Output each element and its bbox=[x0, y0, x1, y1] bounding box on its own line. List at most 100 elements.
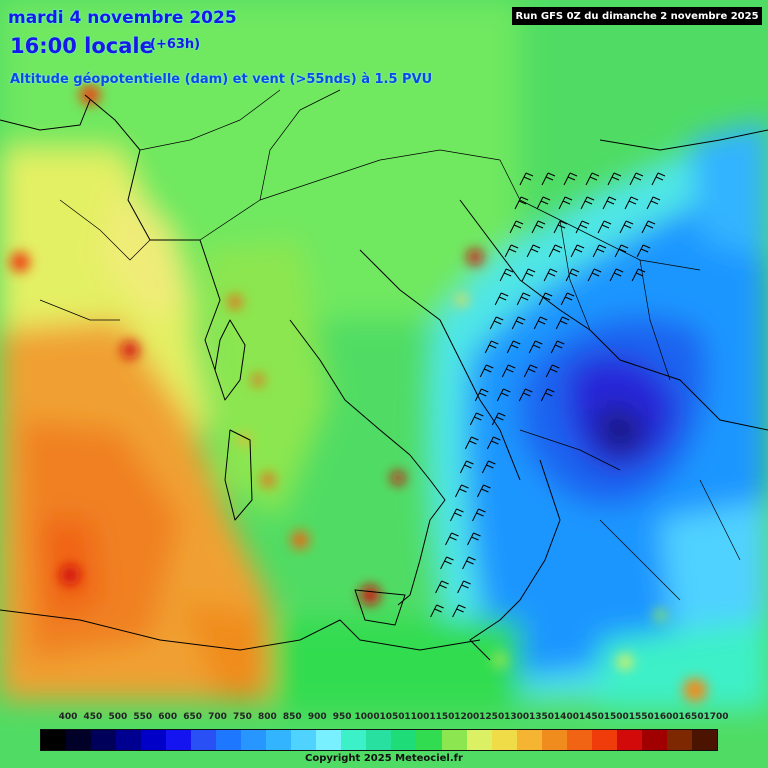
wind-barb bbox=[455, 484, 469, 498]
wind-barb bbox=[430, 604, 444, 618]
legend-value: 1350 bbox=[529, 712, 555, 722]
legend-swatch bbox=[291, 730, 317, 750]
wind-barb bbox=[469, 412, 484, 426]
wind-barb bbox=[563, 172, 578, 186]
legend-swatch bbox=[566, 730, 592, 750]
legend-value: 900 bbox=[307, 712, 327, 722]
wind-barb bbox=[509, 220, 524, 234]
wind-barb bbox=[592, 244, 607, 258]
legend-swatch bbox=[441, 730, 467, 750]
wind-barb bbox=[504, 244, 519, 258]
forecast-offset: (+63h) bbox=[150, 37, 201, 52]
legend-value: 1050 bbox=[379, 712, 405, 722]
wind-barb bbox=[501, 364, 516, 378]
wind-barb bbox=[548, 244, 563, 258]
wind-barb bbox=[629, 172, 644, 186]
legend-swatch bbox=[166, 730, 192, 750]
wind-barb bbox=[474, 388, 489, 402]
wind-barb bbox=[440, 556, 454, 570]
wind-barb bbox=[636, 244, 651, 258]
wind-barb bbox=[587, 268, 602, 282]
legend-value: 400 bbox=[58, 712, 78, 722]
wind-barb bbox=[506, 340, 521, 354]
wind-barb bbox=[531, 220, 546, 234]
legend-swatch bbox=[216, 730, 242, 750]
legend-swatch bbox=[516, 730, 542, 750]
legend-value: 1150 bbox=[429, 712, 455, 722]
legend-swatch bbox=[466, 730, 492, 750]
wind-barb bbox=[597, 220, 612, 234]
wind-barb bbox=[521, 268, 536, 282]
wind-barb bbox=[580, 196, 595, 210]
wind-barb bbox=[494, 292, 509, 306]
forecast-date: mardi 4 novembre 2025 bbox=[8, 8, 237, 28]
wind-barb bbox=[631, 268, 646, 282]
wind-barb bbox=[484, 340, 499, 354]
legend-value: 650 bbox=[183, 712, 203, 722]
legend-value: 1400 bbox=[553, 712, 579, 722]
wind-barb bbox=[467, 532, 481, 546]
wind-barb bbox=[550, 340, 565, 354]
legend-swatch bbox=[491, 730, 517, 750]
legend-value: 1500 bbox=[603, 712, 629, 722]
legend-value: 1200 bbox=[454, 712, 480, 722]
wind-barb bbox=[479, 364, 494, 378]
legend-labels: 400 450 500 550 600 650 700 750 800 850 900 950 1000… bbox=[40, 712, 729, 728]
legend-value: 500 bbox=[108, 712, 128, 722]
wind-barb bbox=[533, 316, 548, 330]
legend-swatch bbox=[191, 730, 217, 750]
forecast-time: 16:00 locale bbox=[10, 34, 154, 58]
wind-barb bbox=[477, 484, 491, 498]
legend-swatch bbox=[641, 730, 667, 750]
color-legend bbox=[40, 729, 718, 751]
legend-swatch bbox=[391, 730, 417, 750]
run-info: Run GFS 0Z du dimanche 2 novembre 2025 bbox=[512, 7, 762, 25]
legend-swatch bbox=[591, 730, 617, 750]
legend-value: 550 bbox=[133, 712, 153, 722]
wind-barb bbox=[602, 196, 617, 210]
legend-value: 750 bbox=[233, 712, 252, 722]
legend-swatch bbox=[666, 730, 692, 750]
wind-barb bbox=[543, 268, 558, 282]
wind-barb bbox=[528, 340, 543, 354]
wind-barb bbox=[558, 196, 573, 210]
wind-barb bbox=[651, 172, 666, 186]
wind-barb bbox=[619, 220, 634, 234]
legend-swatch bbox=[266, 730, 292, 750]
wind-barb bbox=[624, 196, 639, 210]
legend-swatch bbox=[341, 730, 367, 750]
legend-value: 1000 bbox=[354, 712, 380, 722]
wind-barb bbox=[538, 292, 553, 306]
legend-swatch bbox=[316, 730, 342, 750]
wind-barb bbox=[555, 316, 570, 330]
wind-barb bbox=[523, 364, 538, 378]
wind-barb bbox=[609, 268, 624, 282]
legend-value: 1700 bbox=[703, 712, 729, 722]
wind-barb bbox=[646, 196, 661, 210]
wind-barb bbox=[526, 244, 541, 258]
legend-swatch bbox=[141, 730, 167, 750]
wind-barb bbox=[514, 196, 529, 210]
wind-barb bbox=[541, 172, 556, 186]
legend-value: 1250 bbox=[479, 712, 505, 722]
wind-barb bbox=[511, 316, 526, 330]
wind-barb bbox=[491, 412, 506, 426]
legend-value: 1600 bbox=[653, 712, 679, 722]
legend-swatch bbox=[241, 730, 267, 750]
wind-barb bbox=[450, 508, 464, 522]
wind-barb bbox=[489, 316, 504, 330]
legend-value: 1550 bbox=[628, 712, 654, 722]
copyright: Copyright 2025 Meteociel.fr bbox=[305, 753, 463, 764]
legend-swatch bbox=[366, 730, 392, 750]
legend-value: 600 bbox=[158, 712, 178, 722]
legend-value: 850 bbox=[282, 712, 302, 722]
map-subtitle: Altitude géopotentielle (dam) et vent (>… bbox=[10, 72, 433, 87]
wind-barb bbox=[540, 388, 555, 402]
wind-barb bbox=[560, 292, 575, 306]
legend-swatch bbox=[91, 730, 117, 750]
wind-barb bbox=[486, 436, 501, 450]
legend-value: 1300 bbox=[504, 712, 530, 722]
wind-barb bbox=[553, 220, 568, 234]
